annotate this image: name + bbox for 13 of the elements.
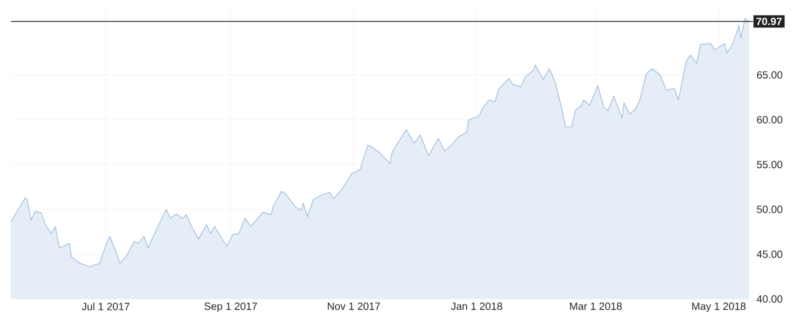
x-tick-label: Mar 1 2018	[570, 302, 622, 310]
x-tick-label: Jan 1 2018	[451, 302, 502, 310]
y-tick-label: 45.00	[756, 250, 782, 258]
y-tick-label: 65.00	[757, 71, 782, 79]
y-tick-label: 60.00	[757, 116, 782, 124]
y-tick-label: 40.00	[756, 295, 782, 303]
y-tick-label: 55.00	[756, 160, 782, 168]
x-tick-label: Nov 1 2017	[328, 302, 380, 310]
y-tick-label: 50.00	[756, 206, 782, 214]
x-tick-label: Sep 1 2017	[204, 302, 257, 312]
x-tick-label: Jul 1 2017	[82, 302, 130, 310]
ref-line-label: 70.97	[756, 18, 782, 26]
x-tick-label: May 1 2018	[692, 302, 746, 312]
